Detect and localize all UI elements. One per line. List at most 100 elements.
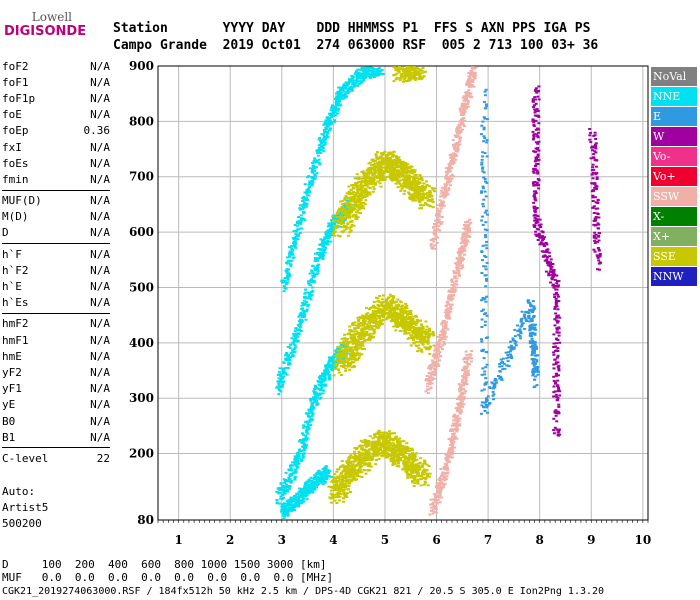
param-name: h`F2 (2, 263, 29, 277)
echo-point (378, 323, 382, 326)
echo-point (411, 318, 415, 320)
echo-point (354, 213, 358, 216)
echo-point (294, 242, 298, 245)
echo-point (299, 325, 303, 328)
echo-point (372, 329, 376, 332)
echo-point (337, 222, 340, 224)
echo-point (352, 209, 356, 212)
echo-point (331, 221, 335, 224)
echo-point (312, 396, 316, 399)
echo-point (375, 74, 379, 77)
echo-point (424, 320, 428, 323)
echo-point (385, 436, 389, 439)
param-name: fmin (2, 172, 29, 186)
echo-point (335, 224, 339, 227)
echo-point (358, 467, 362, 470)
echo-point (357, 75, 361, 78)
echo-point (365, 323, 368, 326)
echo-point (401, 315, 405, 318)
param-value: N/A (90, 317, 110, 331)
echo-point (396, 173, 400, 176)
echo-point (348, 358, 352, 361)
echo-point (344, 346, 348, 349)
echo-point (367, 180, 371, 183)
echo-point (334, 219, 338, 222)
echo-point (335, 92, 338, 95)
echo-point (314, 252, 317, 255)
echo-point (401, 447, 405, 450)
echo-point (362, 332, 366, 335)
echo-point (334, 106, 338, 109)
echo-point (285, 508, 289, 511)
echo-point (369, 325, 373, 328)
echo-point (374, 310, 378, 312)
echo-point (352, 466, 356, 469)
echo-point (353, 83, 356, 86)
echo-point (415, 467, 419, 470)
param-value: 22 (96, 451, 110, 465)
echo-point (423, 202, 427, 205)
param-value: N/A (90, 414, 110, 428)
echo-point (338, 475, 342, 478)
echo-point (404, 463, 408, 466)
echo-point (341, 97, 345, 100)
echo-point (349, 341, 353, 344)
echo-point (377, 173, 381, 176)
echo-point (299, 221, 303, 224)
echo-point (309, 486, 313, 489)
echo-point (387, 304, 391, 307)
echo-point (345, 345, 349, 348)
echo-point (352, 336, 356, 339)
echo-point (350, 197, 354, 200)
echo-point (415, 330, 419, 333)
echo-point (282, 491, 286, 494)
param-row: yF2 N/A (2, 364, 110, 380)
echo-point (277, 487, 281, 489)
echo-point (284, 283, 288, 286)
echo-point (300, 502, 304, 505)
echo-point (297, 455, 301, 458)
echo-point (330, 365, 334, 368)
echo-point (410, 175, 414, 178)
param-name: yE (2, 398, 16, 412)
x-tick-label: 9 (587, 533, 595, 547)
echo-point (421, 331, 425, 333)
echo-point (294, 457, 298, 460)
echo-point (382, 176, 386, 179)
echo-point (339, 92, 343, 95)
echo-point (295, 329, 299, 332)
echo-point (293, 506, 297, 509)
echo-point (402, 327, 405, 330)
echo-point (349, 474, 353, 477)
echo-point (349, 355, 353, 358)
echo-point (378, 324, 381, 327)
echo-point (340, 475, 344, 478)
echo-point (384, 440, 388, 443)
echo-point (363, 319, 367, 322)
echo-point (311, 164, 315, 167)
echo-point (403, 332, 407, 335)
echo-point (317, 480, 321, 483)
echo-point (362, 460, 366, 462)
echo-point (405, 310, 409, 313)
echo-point (339, 473, 343, 476)
echo-point (370, 327, 374, 330)
echo-point (360, 180, 364, 182)
echo-point (423, 476, 426, 479)
param-value: N/A (90, 333, 110, 347)
echo-point (399, 440, 403, 443)
echo-point (427, 348, 431, 351)
echo-point (320, 146, 324, 148)
echo-point (304, 443, 308, 446)
echo-point (419, 340, 422, 343)
echo-point (303, 425, 307, 428)
echo-point (420, 177, 424, 180)
echo-point (376, 164, 380, 167)
x-tick-label: 3 (278, 533, 286, 547)
echo-point (277, 384, 281, 387)
echo-point (290, 251, 294, 254)
echo-point (388, 443, 392, 446)
echo-point (332, 476, 336, 479)
echo-point (419, 457, 423, 460)
echo-point (367, 177, 371, 180)
